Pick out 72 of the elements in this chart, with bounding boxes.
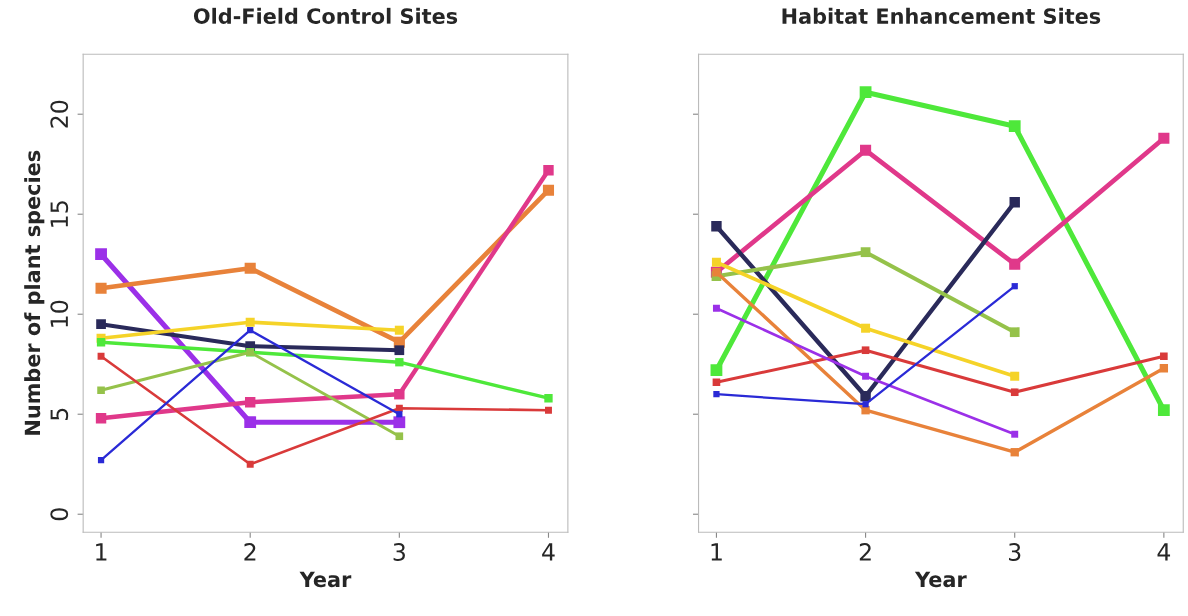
- point: [861, 323, 871, 333]
- point: [247, 327, 254, 334]
- point: [395, 432, 404, 441]
- point: [245, 317, 255, 327]
- point: [394, 345, 405, 356]
- point: [711, 257, 721, 267]
- x-tick-label: 3: [1009, 543, 1021, 561]
- point: [1010, 388, 1019, 397]
- x-axis-title: Year: [299, 571, 352, 588]
- y-axis-title: Number of plant species: [24, 150, 45, 435]
- point: [394, 389, 405, 400]
- x-tick-label: 1: [711, 543, 722, 561]
- point: [244, 262, 256, 274]
- point: [543, 165, 554, 176]
- point: [859, 86, 872, 99]
- point: [395, 404, 403, 412]
- point: [862, 372, 870, 380]
- point: [710, 364, 723, 377]
- point: [860, 144, 872, 156]
- x-tick-label: 1: [96, 543, 107, 561]
- point: [712, 378, 721, 387]
- point: [97, 352, 105, 360]
- point: [545, 406, 552, 414]
- y-tick-label: 5: [50, 408, 69, 420]
- point: [395, 358, 404, 367]
- point: [860, 391, 871, 402]
- point: [861, 406, 870, 415]
- x-axis-title: Year: [914, 571, 967, 588]
- point: [1009, 327, 1020, 338]
- chart-title: Habitat Enhancement Sites: [782, 7, 1101, 24]
- point: [1009, 258, 1021, 270]
- point: [95, 413, 107, 424]
- point: [544, 394, 553, 403]
- point: [1010, 448, 1019, 457]
- point: [1157, 404, 1170, 417]
- point: [246, 460, 254, 468]
- point: [393, 416, 406, 429]
- point: [1160, 352, 1168, 361]
- point: [97, 457, 105, 464]
- point: [862, 401, 869, 408]
- point: [95, 282, 107, 294]
- point: [244, 397, 256, 408]
- chart-title: Old-Field Control Sites: [193, 7, 458, 24]
- point: [1011, 430, 1019, 438]
- point: [1159, 364, 1169, 373]
- point: [97, 386, 105, 395]
- x-tick-label: 2: [244, 543, 256, 561]
- point: [861, 346, 870, 355]
- point: [396, 411, 403, 418]
- y-tick-label: 15: [50, 201, 69, 227]
- x-tick-label: 3: [393, 543, 405, 561]
- y-tick-label: 20: [50, 100, 69, 128]
- point: [713, 391, 720, 398]
- point: [712, 304, 720, 312]
- point: [1011, 283, 1018, 290]
- point: [1158, 132, 1170, 144]
- point: [1010, 371, 1020, 381]
- point: [542, 184, 555, 196]
- point: [96, 319, 106, 330]
- point: [244, 416, 257, 429]
- point: [711, 221, 722, 232]
- point: [95, 248, 107, 261]
- x-tick-label: 4: [542, 543, 555, 561]
- point: [1009, 197, 1020, 208]
- y-tick-label: 0: [50, 508, 69, 521]
- x-tick-label: 4: [1157, 543, 1171, 561]
- point: [860, 247, 871, 258]
- point: [1008, 120, 1021, 133]
- point: [96, 338, 106, 347]
- point: [394, 325, 404, 335]
- x-tick-label: 2: [859, 543, 871, 561]
- y-tick-label: 10: [50, 300, 69, 327]
